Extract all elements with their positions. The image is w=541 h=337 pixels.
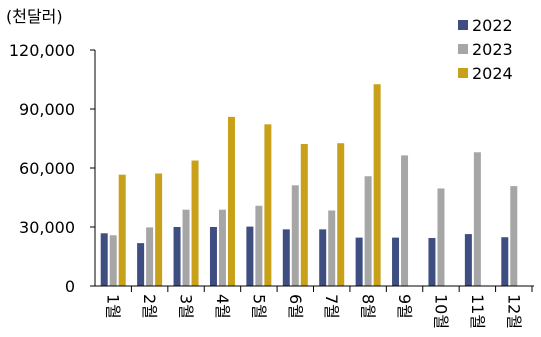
- legend-swatch-2022: [458, 20, 468, 30]
- x-tick-label: 10월: [431, 294, 450, 329]
- bar-2023-12: [510, 186, 518, 286]
- x-tick-label: 5월: [249, 294, 268, 319]
- bar-2024-6: [300, 144, 308, 286]
- x-tick-label: 12월: [504, 294, 523, 329]
- bar-2023-4: [218, 209, 226, 286]
- bar-2024-2: [155, 173, 163, 286]
- legend: 2022 2023 2024: [458, 16, 513, 83]
- bar-2022-11: [464, 234, 472, 286]
- legend-label-2024: 2024: [472, 64, 513, 83]
- bar-2023-3: [182, 209, 190, 286]
- legend-swatch-2024: [458, 68, 468, 78]
- y-tick-label: 120,000: [9, 41, 75, 60]
- y-tick-label: 60,000: [19, 159, 75, 178]
- x-tick-label: 11월: [468, 294, 487, 329]
- bar-2024-7: [337, 143, 345, 286]
- y-tick-label: 0: [65, 277, 75, 296]
- y-axis: 0 30,000 60,000 90,000 120,000: [9, 41, 96, 296]
- bar-2023-8: [364, 176, 372, 286]
- bar-2022-4: [209, 227, 217, 286]
- bar-2022-2: [137, 243, 145, 286]
- y-tick-label: 30,000: [19, 218, 75, 237]
- bar-2024-4: [227, 116, 235, 286]
- bars: [100, 84, 518, 286]
- x-tick-label: 2월: [140, 294, 159, 319]
- bar-2024-3: [191, 160, 199, 286]
- bar-2023-2: [146, 227, 154, 286]
- bar-2024-5: [264, 124, 272, 286]
- x-tick-label: 8월: [359, 294, 378, 319]
- x-axis: 1월 2월 3월 4월 5월 6월 7월 8월 9월 10월 11월 12월: [95, 285, 534, 329]
- x-tick-label: 7월: [322, 294, 341, 319]
- y-tick-label: 90,000: [19, 100, 75, 119]
- bar-2023-11: [473, 152, 481, 286]
- bar-2023-10: [437, 188, 445, 286]
- unit-label: (천달러): [6, 7, 63, 26]
- bar-2024-1: [118, 174, 126, 286]
- x-tick-label: 4월: [213, 294, 232, 319]
- bar-2022-7: [319, 229, 327, 286]
- bar-2022-10: [428, 238, 436, 286]
- x-tick-label: 1월: [104, 294, 123, 319]
- bar-2023-6: [291, 185, 299, 286]
- bar-2023-9: [401, 155, 409, 286]
- bar-2023-7: [328, 210, 336, 286]
- x-tick-label: 9월: [395, 294, 414, 319]
- bar-2023-1: [109, 235, 117, 286]
- bar-2022-1: [100, 233, 108, 286]
- bar-2022-6: [282, 229, 290, 286]
- bar-2022-9: [392, 237, 400, 286]
- bar-2022-8: [355, 237, 363, 286]
- legend-swatch-2023: [458, 44, 468, 54]
- legend-label-2023: 2023: [472, 40, 513, 59]
- x-tick-label: 3월: [177, 294, 196, 319]
- x-tick-label: 6월: [286, 294, 305, 319]
- bar-2022-5: [246, 226, 254, 286]
- legend-label-2022: 2022: [472, 16, 513, 35]
- bar-2023-5: [255, 205, 263, 286]
- bar-2022-12: [501, 237, 509, 286]
- bar-2022-3: [173, 227, 181, 286]
- bar-2024-8: [373, 84, 381, 286]
